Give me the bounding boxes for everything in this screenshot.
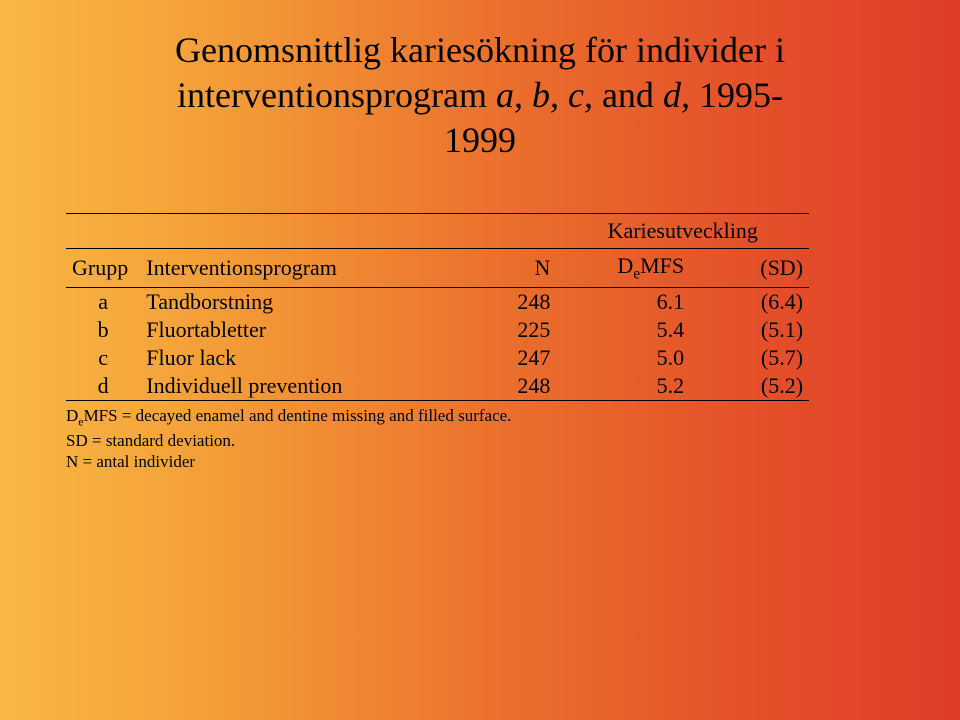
th-program: Interventionsprogram <box>140 249 437 288</box>
cell-program: Individuell prevention <box>140 372 437 401</box>
cell-n: 225 <box>438 316 557 344</box>
th-demfs-pre: D <box>617 253 633 278</box>
th-empty-3 <box>438 214 557 249</box>
footnote-1: DeMFS = decayed enamel and dentine missi… <box>66 405 912 429</box>
header-row-1: Kariesutveckling <box>66 214 809 249</box>
th-demfs: DeMFS <box>556 249 690 288</box>
title-line2-ital2: d, <box>663 75 690 115</box>
slide: Genomsnittlig kariesökning för individer… <box>0 0 960 720</box>
footnote-3: N = antal individer <box>66 451 912 472</box>
cell-n: 247 <box>438 344 557 372</box>
th-karies: Kariesutveckling <box>556 214 809 249</box>
cell-program: Fluortabletter <box>140 316 437 344</box>
cell-demfs: 5.4 <box>556 316 690 344</box>
th-demfs-post: MFS <box>640 253 684 278</box>
cell-sd: (5.7) <box>690 344 809 372</box>
cell-group: b <box>66 316 140 344</box>
results-table: Kariesutveckling Grupp Interventionsprog… <box>66 213 809 401</box>
table-row: d Individuell prevention 248 5.2 (5.2) <box>66 372 809 401</box>
footnote-1-pre: D <box>66 406 78 425</box>
th-grupp: Grupp <box>66 249 140 288</box>
cell-group: d <box>66 372 140 401</box>
title-line2-pre: interventionsprogram <box>177 75 496 115</box>
cell-demfs: 5.0 <box>556 344 690 372</box>
cell-sd: (6.4) <box>690 288 809 317</box>
cell-program: Fluor lack <box>140 344 437 372</box>
cell-demfs: 6.1 <box>556 288 690 317</box>
title-line1: Genomsnittlig kariesökning för individer… <box>175 30 785 70</box>
cell-group: a <box>66 288 140 317</box>
table-row: c Fluor lack 247 5.0 (5.7) <box>66 344 809 372</box>
footnote-2: SD = standard deviation. <box>66 430 912 451</box>
th-empty-2 <box>140 214 437 249</box>
footnotes: DeMFS = decayed enamel and dentine missi… <box>66 405 912 472</box>
cell-sd: (5.1) <box>690 316 809 344</box>
title-line3: 1999 <box>444 120 516 160</box>
table-row: a Tandborstning 248 6.1 (6.4) <box>66 288 809 317</box>
th-empty-1 <box>66 214 140 249</box>
cell-group: c <box>66 344 140 372</box>
slide-title: Genomsnittlig kariesökning för individer… <box>48 28 912 163</box>
cell-n: 248 <box>438 372 557 401</box>
th-sd: (SD) <box>690 249 809 288</box>
title-line2-ital: a, b, c, <box>496 75 593 115</box>
title-line2-mid: and <box>593 75 663 115</box>
title-line2-post: 1995- <box>690 75 783 115</box>
header-row-2: Grupp Interventionsprogram N DeMFS (SD) <box>66 249 809 288</box>
cell-demfs: 5.2 <box>556 372 690 401</box>
table-row: b Fluortabletter 225 5.4 (5.1) <box>66 316 809 344</box>
cell-n: 248 <box>438 288 557 317</box>
footnote-1-post: MFS = decayed enamel and dentine missing… <box>84 406 512 425</box>
cell-sd: (5.2) <box>690 372 809 401</box>
th-n: N <box>438 249 557 288</box>
cell-program: Tandborstning <box>140 288 437 317</box>
table-container: Kariesutveckling Grupp Interventionsprog… <box>66 213 809 401</box>
